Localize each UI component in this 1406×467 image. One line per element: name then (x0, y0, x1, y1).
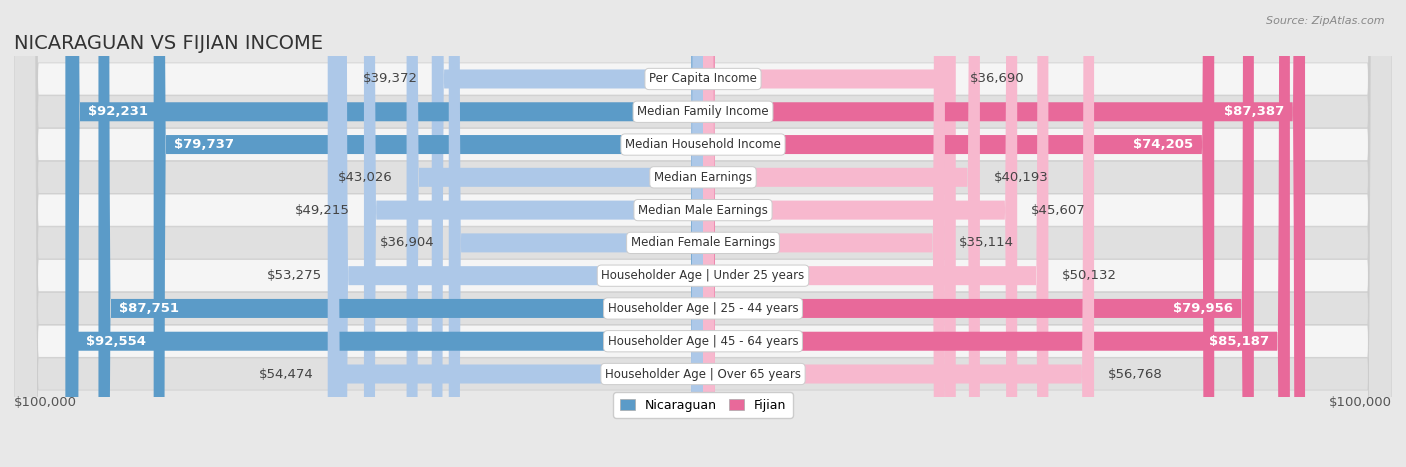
FancyBboxPatch shape (703, 0, 980, 467)
FancyBboxPatch shape (703, 0, 956, 467)
FancyBboxPatch shape (14, 0, 1392, 467)
Text: $100,000: $100,000 (14, 396, 77, 409)
FancyBboxPatch shape (336, 0, 703, 467)
Text: $40,193: $40,193 (994, 171, 1049, 184)
FancyBboxPatch shape (364, 0, 703, 467)
FancyBboxPatch shape (703, 0, 945, 467)
Text: $45,607: $45,607 (1031, 204, 1085, 217)
Text: $43,026: $43,026 (337, 171, 392, 184)
FancyBboxPatch shape (14, 0, 1392, 467)
Text: Householder Age | 25 - 44 years: Householder Age | 25 - 44 years (607, 302, 799, 315)
Text: Householder Age | Over 65 years: Householder Age | Over 65 years (605, 368, 801, 381)
FancyBboxPatch shape (703, 0, 1215, 467)
FancyBboxPatch shape (65, 0, 703, 467)
FancyBboxPatch shape (703, 0, 1305, 467)
Text: $85,187: $85,187 (1209, 335, 1270, 348)
FancyBboxPatch shape (153, 0, 703, 467)
FancyBboxPatch shape (14, 0, 1392, 467)
FancyBboxPatch shape (703, 0, 1289, 467)
Text: $87,751: $87,751 (120, 302, 179, 315)
Text: $79,737: $79,737 (174, 138, 235, 151)
FancyBboxPatch shape (67, 0, 703, 467)
Text: Median Female Earnings: Median Female Earnings (631, 236, 775, 249)
Text: $54,474: $54,474 (259, 368, 314, 381)
Text: Source: ZipAtlas.com: Source: ZipAtlas.com (1267, 16, 1385, 26)
FancyBboxPatch shape (14, 0, 1392, 467)
Text: $39,372: $39,372 (363, 72, 418, 85)
FancyBboxPatch shape (14, 0, 1392, 467)
Text: $92,231: $92,231 (89, 105, 148, 118)
FancyBboxPatch shape (703, 0, 1049, 467)
FancyBboxPatch shape (14, 0, 1392, 467)
Text: Median Male Earnings: Median Male Earnings (638, 204, 768, 217)
FancyBboxPatch shape (432, 0, 703, 467)
FancyBboxPatch shape (406, 0, 703, 467)
Text: Median Earnings: Median Earnings (654, 171, 752, 184)
Text: $35,114: $35,114 (959, 236, 1014, 249)
FancyBboxPatch shape (98, 0, 703, 467)
FancyBboxPatch shape (14, 0, 1392, 467)
FancyBboxPatch shape (14, 0, 1392, 467)
Text: $49,215: $49,215 (295, 204, 350, 217)
Text: $92,554: $92,554 (86, 335, 146, 348)
Text: $100,000: $100,000 (1329, 396, 1392, 409)
Text: Per Capita Income: Per Capita Income (650, 72, 756, 85)
FancyBboxPatch shape (14, 0, 1392, 467)
Text: $79,956: $79,956 (1173, 302, 1233, 315)
Text: $36,690: $36,690 (970, 72, 1024, 85)
FancyBboxPatch shape (703, 0, 1017, 467)
Text: Householder Age | 45 - 64 years: Householder Age | 45 - 64 years (607, 335, 799, 348)
Text: $50,132: $50,132 (1062, 269, 1118, 282)
FancyBboxPatch shape (14, 0, 1392, 467)
Legend: Nicaraguan, Fijian: Nicaraguan, Fijian (613, 392, 793, 418)
FancyBboxPatch shape (703, 0, 1094, 467)
FancyBboxPatch shape (449, 0, 703, 467)
Text: $36,904: $36,904 (381, 236, 434, 249)
Text: $53,275: $53,275 (267, 269, 322, 282)
Text: NICARAGUAN VS FIJIAN INCOME: NICARAGUAN VS FIJIAN INCOME (14, 34, 323, 53)
Text: $74,205: $74,205 (1133, 138, 1194, 151)
Text: Median Family Income: Median Family Income (637, 105, 769, 118)
Text: Median Household Income: Median Household Income (626, 138, 780, 151)
Text: $56,768: $56,768 (1108, 368, 1163, 381)
FancyBboxPatch shape (703, 0, 1254, 467)
FancyBboxPatch shape (328, 0, 703, 467)
Text: $87,387: $87,387 (1225, 105, 1284, 118)
Text: Householder Age | Under 25 years: Householder Age | Under 25 years (602, 269, 804, 282)
